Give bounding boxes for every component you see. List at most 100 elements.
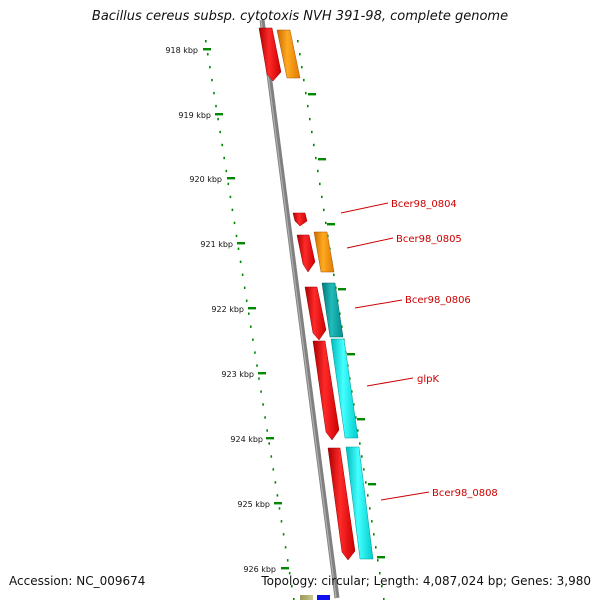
guide-dot bbox=[367, 494, 369, 497]
gene-block-orange bbox=[276, 29, 301, 79]
guide-dot bbox=[211, 78, 213, 82]
gene-block-orange bbox=[313, 231, 335, 273]
kbp-label: 924 kbp bbox=[230, 435, 263, 444]
guide-dot bbox=[221, 143, 223, 147]
guide-dot bbox=[379, 572, 381, 575]
guide-dot bbox=[293, 598, 295, 600]
accession-text: Accession: NC_009674 bbox=[9, 574, 146, 588]
guide-dot bbox=[313, 143, 315, 147]
guide-dot bbox=[303, 78, 305, 82]
guide-dot bbox=[363, 468, 365, 471]
guide-dot bbox=[297, 40, 299, 43]
kbp-label: 918 kbp bbox=[165, 46, 198, 55]
label-leader-line bbox=[380, 491, 430, 501]
gene-label-glpk: glpK bbox=[417, 374, 439, 385]
genome-summary-text: Topology: circular; Length: 4,087,024 bp… bbox=[261, 574, 591, 588]
gene-block-teal bbox=[321, 282, 344, 338]
gene-arrow-red bbox=[304, 286, 327, 341]
guide-dot bbox=[215, 104, 217, 108]
kbp-tick bbox=[357, 418, 365, 421]
guide-dot bbox=[262, 403, 264, 406]
guide-dot bbox=[266, 429, 268, 432]
guide-dot bbox=[243, 286, 246, 289]
gene-label-bcer98-0804: Bcer98_0804 bbox=[391, 199, 457, 210]
gene-label-bcer98-0808: Bcer98_0808 bbox=[432, 488, 498, 499]
guide-dot bbox=[361, 455, 363, 458]
kbp-label: 925 kbp bbox=[237, 500, 270, 509]
guide-dot bbox=[317, 169, 319, 173]
genome-backbone bbox=[259, 19, 340, 599]
guide-dot bbox=[377, 559, 379, 562]
guide-dot bbox=[231, 208, 234, 212]
guide-dot bbox=[321, 195, 323, 199]
kbp-label: 922 kbp bbox=[211, 305, 244, 314]
forward-strand-genes bbox=[258, 27, 356, 600]
label-leader-line bbox=[346, 237, 394, 249]
guide-dot bbox=[241, 273, 244, 276]
kbp-tick bbox=[237, 242, 245, 245]
guide-dot bbox=[258, 377, 260, 380]
guide-dot bbox=[256, 364, 258, 367]
guide-dot bbox=[209, 66, 211, 69]
guide-dot bbox=[223, 156, 225, 160]
guide-dot bbox=[217, 117, 219, 121]
kbp-tick bbox=[227, 177, 235, 180]
guide-dot bbox=[381, 585, 383, 588]
guide-dot bbox=[280, 520, 283, 523]
guide-dot bbox=[305, 91, 307, 95]
guide-dot bbox=[274, 481, 277, 484]
gene-block-cyan bbox=[330, 338, 359, 439]
kbp-tick-marks bbox=[203, 48, 385, 570]
guide-dot bbox=[250, 325, 252, 328]
label-leader-line bbox=[366, 377, 414, 387]
gene-label-bcer98-0806: Bcer98_0806 bbox=[405, 295, 471, 306]
guide-dot bbox=[227, 182, 230, 186]
guide-dot bbox=[272, 468, 275, 471]
label-leader-line bbox=[354, 299, 403, 309]
guide-dot bbox=[359, 442, 361, 445]
kbp-tick bbox=[308, 93, 316, 96]
guide-dot bbox=[237, 247, 240, 250]
guide-dot bbox=[268, 442, 270, 445]
guide-dot bbox=[254, 351, 256, 354]
guide-dot bbox=[373, 533, 375, 536]
kbp-tick bbox=[248, 307, 256, 310]
backbone-highlight bbox=[260, 19, 337, 599]
kbp-tick bbox=[368, 483, 376, 486]
kbp-tick bbox=[215, 113, 223, 116]
guide-dot bbox=[323, 208, 325, 212]
guide-dot bbox=[235, 234, 238, 238]
gene-label-bcer98-0805: Bcer98_0805 bbox=[396, 234, 462, 245]
guide-dot bbox=[383, 598, 385, 600]
kbp-tick bbox=[318, 158, 326, 161]
reverse-strand-genes bbox=[276, 29, 374, 560]
kbp-label: 926 kbp bbox=[243, 565, 276, 574]
guide-dot bbox=[371, 520, 373, 523]
kbp-label: 920 kbp bbox=[189, 175, 222, 184]
guide-dot bbox=[375, 546, 377, 549]
guide-dot bbox=[355, 416, 357, 419]
kbp-tick bbox=[327, 223, 335, 226]
gene-arrow-red bbox=[258, 27, 282, 82]
guide-dot bbox=[205, 40, 207, 43]
guide-dot bbox=[248, 312, 250, 315]
kbp-tick bbox=[274, 502, 282, 505]
guide-dot bbox=[225, 169, 228, 173]
kbp-tick bbox=[377, 556, 385, 559]
guide-dot bbox=[264, 416, 266, 419]
guide-dot bbox=[365, 481, 367, 484]
kbp-label: 921 kbp bbox=[200, 240, 233, 249]
guide-dot bbox=[233, 221, 236, 225]
guide-dot bbox=[325, 221, 327, 225]
kbp-tick bbox=[203, 48, 211, 51]
guide-dot bbox=[207, 53, 209, 56]
label-leader-line bbox=[340, 202, 389, 214]
map-title: Bacillus cereus subsp. cytotoxis NVH 391… bbox=[91, 9, 509, 24]
gene-labels: Bcer98_0804 Bcer98_0805 Bcer98_0806 glpK… bbox=[340, 199, 498, 501]
gene-partial-blue bbox=[317, 595, 330, 600]
guide-dot bbox=[278, 507, 281, 510]
gene-arrow-red bbox=[327, 447, 356, 561]
guide-dot bbox=[333, 273, 335, 276]
guide-dot bbox=[369, 507, 371, 510]
guide-dot bbox=[309, 117, 311, 121]
